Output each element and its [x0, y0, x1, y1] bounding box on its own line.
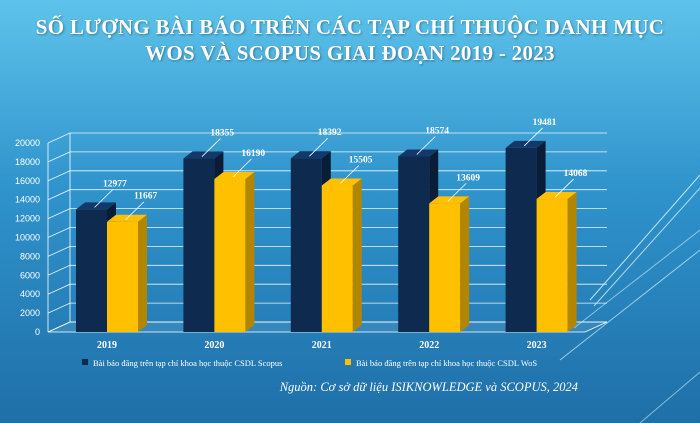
y-tick-label: 6000 [20, 270, 40, 280]
y-tick-label: 4000 [20, 289, 40, 299]
data-label: 18574 [425, 126, 449, 136]
data-label-leader [340, 165, 360, 184]
data-label: 12977 [103, 179, 127, 189]
data-label-leader [309, 137, 329, 157]
data-label-leader [447, 183, 467, 202]
legend-swatch [345, 359, 351, 365]
bar-front [214, 179, 246, 332]
bar-side [567, 192, 577, 332]
x-tick-label: 2019 [97, 340, 117, 351]
data-label: 16190 [241, 149, 265, 159]
bar-front [398, 156, 430, 332]
legend-label: Bài báo đăng trên tạp chí khoa học thuộc… [356, 358, 537, 368]
bar-front [429, 203, 461, 332]
data-label: 18355 [210, 129, 234, 139]
y-tick-label: 12000 [15, 214, 40, 224]
y-tick-label: 20000 [15, 138, 40, 148]
data-label: 14068 [564, 169, 588, 179]
bar-side [138, 214, 147, 332]
title-line-1: SỐ LƯỢNG BÀI BÁO TRÊN CÁC TẠP CHÍ THUỘC … [35, 15, 665, 39]
legend-label: Bài báo đăng trên tạp chí khoa học thuộc… [93, 358, 282, 368]
bar-front [183, 158, 215, 332]
y-tick-label: 16000 [15, 176, 40, 186]
x-tick-label: 2020 [204, 340, 224, 351]
data-label-leader [232, 158, 252, 178]
bar-side [460, 196, 470, 332]
data-label: 18392 [318, 128, 342, 138]
data-label-leader [523, 127, 543, 147]
data-label: 15505 [349, 155, 373, 165]
data-label: 13609 [456, 173, 480, 183]
bar-side [352, 178, 362, 332]
data-label: 19481 [533, 118, 557, 128]
bar-front [107, 221, 138, 332]
bar-front [505, 147, 537, 332]
y-tick-label: 0 [35, 327, 40, 337]
data-label-leader [125, 201, 145, 221]
chart-title: SỐ LƯỢNG BÀI BÁO TRÊN CÁC TẠP CHÍ THUỘC … [0, 14, 700, 66]
legend-swatch [82, 359, 88, 365]
x-tick-label: 2023 [527, 340, 547, 351]
data-label: 11667 [134, 192, 157, 202]
y-tick-label: 2000 [20, 308, 40, 318]
y-tick-label: 10000 [15, 233, 40, 243]
y-tick-label: 18000 [15, 157, 40, 167]
bar-side [245, 172, 255, 332]
source-note: Nguồn: Cơ sở dữ liệu ISIKNOWLEDGE và SCO… [279, 380, 578, 394]
bar-front [290, 158, 322, 332]
x-tick-label: 2022 [419, 340, 439, 351]
bar-front [321, 185, 353, 332]
data-label-leader [94, 189, 114, 208]
y-tick-label: 14000 [15, 195, 40, 205]
x-tick-label: 2021 [312, 340, 332, 351]
data-label-leader [201, 138, 221, 157]
data-label-leader [554, 178, 574, 198]
bar-front [536, 199, 568, 332]
y-tick-label: 8000 [20, 251, 40, 261]
bar-front [76, 209, 107, 332]
title-line-2: WOS VÀ SCOPUS GIAI ĐOẠN 2019 - 2023 [145, 41, 555, 65]
data-label-leader [416, 136, 436, 155]
